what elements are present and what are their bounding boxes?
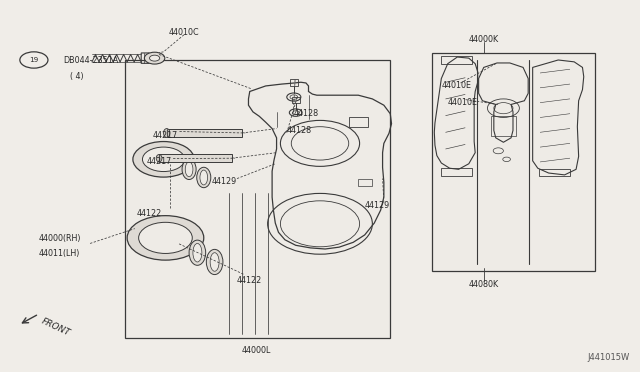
Circle shape <box>150 55 160 61</box>
Bar <box>442 168 472 176</box>
Ellipse shape <box>193 243 202 262</box>
Text: 44011(LH): 44011(LH) <box>39 249 81 258</box>
Text: 44129: 44129 <box>365 201 390 210</box>
Bar <box>358 179 372 186</box>
Ellipse shape <box>156 154 162 162</box>
Bar <box>432 52 595 271</box>
Bar <box>539 169 570 176</box>
Bar <box>125 60 390 338</box>
Text: 19: 19 <box>29 57 38 63</box>
Ellipse shape <box>182 159 196 180</box>
Text: 44128: 44128 <box>287 125 312 135</box>
Text: 44122: 44122 <box>137 209 162 218</box>
Text: 44000(RH): 44000(RH) <box>39 234 81 243</box>
Ellipse shape <box>210 253 219 271</box>
Ellipse shape <box>200 170 207 185</box>
Text: 44010E: 44010E <box>448 98 477 107</box>
Text: 44010C: 44010C <box>169 28 199 37</box>
Text: DB044-2351A: DB044-2351A <box>63 56 118 65</box>
Bar <box>159 154 232 162</box>
Bar <box>442 55 472 64</box>
Ellipse shape <box>185 162 193 177</box>
Text: 44080K: 44080K <box>469 280 499 289</box>
Text: 44217: 44217 <box>147 157 172 166</box>
Text: 44122: 44122 <box>237 276 262 285</box>
Bar <box>491 116 516 136</box>
Bar <box>167 129 242 137</box>
Circle shape <box>145 52 165 64</box>
Text: 44128: 44128 <box>293 109 318 118</box>
Circle shape <box>143 147 184 171</box>
Text: J441015W: J441015W <box>588 353 630 362</box>
Text: 44000K: 44000K <box>469 35 499 44</box>
Text: 44217: 44217 <box>153 131 178 140</box>
Circle shape <box>127 216 204 260</box>
Ellipse shape <box>196 167 211 187</box>
Bar <box>349 118 368 127</box>
Circle shape <box>139 222 192 253</box>
Ellipse shape <box>189 240 205 265</box>
Ellipse shape <box>206 249 223 275</box>
Text: FRONT: FRONT <box>40 317 72 338</box>
Text: 44000L: 44000L <box>241 346 271 355</box>
Bar <box>292 97 300 103</box>
Text: 44010E: 44010E <box>442 81 471 90</box>
Bar <box>290 79 298 86</box>
Ellipse shape <box>164 129 170 137</box>
Text: 44129: 44129 <box>211 177 237 186</box>
Circle shape <box>133 141 194 177</box>
Text: ( 4): ( 4) <box>70 72 83 81</box>
